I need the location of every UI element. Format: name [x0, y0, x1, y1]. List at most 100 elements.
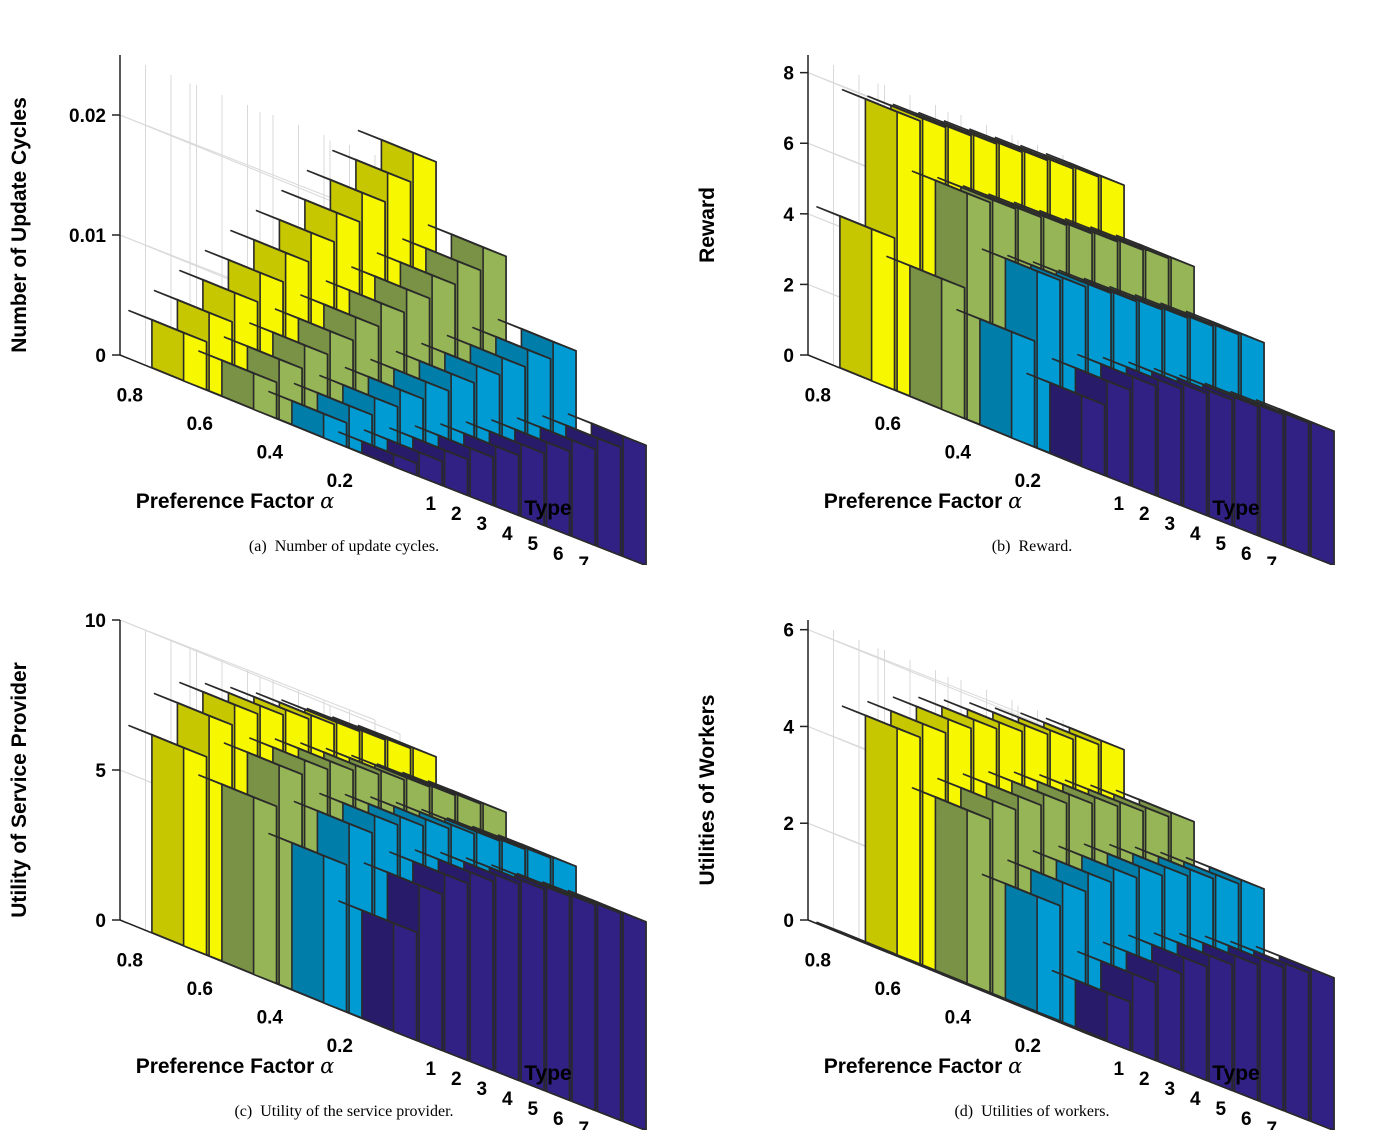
ztick-b-4: 8	[783, 64, 794, 85]
xtick-c-1: 1	[425, 1059, 436, 1080]
ztick-d-2: 4	[783, 717, 794, 738]
ylabel-symbol-b: α	[1008, 489, 1022, 513]
caption-b-text: Reward.	[1018, 538, 1073, 555]
bar-b-row-0.6-type-1	[886, 255, 966, 420]
xtick-a-7: 7	[578, 554, 589, 565]
xlabel-d: Type	[1212, 1062, 1259, 1085]
xtick-d-3: 3	[1164, 1079, 1175, 1100]
xtick-b-1: 1	[1113, 494, 1124, 515]
ytick-d-0.6: 0.6	[875, 979, 901, 1000]
bar-a-row-0.8-type-1	[128, 309, 208, 391]
caption-c: (c) Utility of the service provider.	[0, 1103, 688, 1121]
ztick-b-1: 2	[783, 275, 794, 296]
bar-c-row-0.2-type-1	[338, 900, 418, 1042]
ztick-c-2: 10	[85, 611, 106, 632]
xtick-a-3: 3	[476, 514, 487, 535]
ylabel-c: Preference Factor α	[136, 1054, 335, 1078]
ztick-d-3: 6	[783, 621, 794, 642]
ylabel-d: Preference Factor α	[824, 1054, 1023, 1078]
xtick-c-3: 3	[476, 1079, 487, 1100]
caption-c-tag: (c)	[234, 1103, 253, 1120]
xtick-b-4: 4	[1190, 524, 1201, 545]
xtick-d-5: 5	[1215, 1099, 1226, 1120]
chart-panel-b: 02468123456789100.80.60.40.2RewardTypePr…	[688, 0, 1376, 565]
bar-d-row-0.2-type-1	[1026, 1007, 1106, 1042]
xtick-b-6: 6	[1241, 544, 1252, 565]
xtick-c-7: 7	[578, 1119, 589, 1130]
xtick-b-2: 2	[1139, 504, 1150, 525]
ytick-a-0.2: 0.2	[327, 471, 353, 492]
ytick-b-0.2: 0.2	[1015, 471, 1041, 492]
ytick-a-0.8: 0.8	[117, 385, 143, 406]
bars-c	[128, 681, 647, 1130]
bar-c-row-0.6-type-1	[198, 774, 278, 985]
ylabel-symbol-a: α	[320, 489, 334, 513]
xtick-a-1: 1	[425, 494, 436, 515]
ytick-a-0.6: 0.6	[187, 414, 213, 435]
zlabel-b: Reward	[696, 187, 719, 263]
ytick-d-0.4: 0.4	[945, 1007, 972, 1028]
ylabel-text-d: Preference Factor	[824, 1055, 1008, 1078]
caption-d-tag: (d)	[954, 1103, 974, 1120]
caption-d: (d) Utilities of workers.	[688, 1103, 1376, 1121]
bar-a-row-0.6-type-1	[198, 350, 278, 420]
bars-d	[816, 696, 1335, 1130]
ytick-a-0.4: 0.4	[257, 442, 284, 463]
xlabel-a: Type	[524, 497, 571, 520]
ytick-b-0.8: 0.8	[805, 385, 831, 406]
ylabel-symbol-d: α	[1008, 1054, 1022, 1078]
xtick-c-2: 2	[451, 1069, 462, 1090]
bar-b-row-0.4-type-1	[956, 308, 1036, 448]
ztick-d-1: 2	[783, 814, 794, 835]
xtick-d-2: 2	[1139, 1069, 1150, 1090]
zlabel-c: Utility of Service Provider	[8, 662, 31, 918]
ylabel-a: Preference Factor α	[136, 489, 335, 513]
ytick-d-0.2: 0.2	[1015, 1036, 1041, 1057]
xtick-b-7: 7	[1266, 554, 1277, 565]
xtick-a-6: 6	[553, 544, 564, 565]
xtick-d-1: 1	[1113, 1059, 1124, 1080]
xtick-d-7: 7	[1266, 1119, 1277, 1130]
ztick-c-0: 0	[95, 911, 106, 932]
xtick-a-5: 5	[527, 534, 538, 555]
xtick-c-4: 4	[502, 1089, 513, 1110]
ytick-c-0.6: 0.6	[187, 979, 213, 1000]
zlabel-a: Number of Update Cycles	[8, 97, 31, 353]
bars-b	[816, 89, 1335, 565]
bar-c-row-0.8-type-1	[128, 724, 208, 956]
ytick-c-0.4: 0.4	[257, 1007, 284, 1028]
ztick-b-3: 6	[783, 134, 794, 155]
ztick-a-2: 0.02	[69, 106, 106, 127]
caption-a: (a) Number of update cycles.	[0, 538, 688, 556]
ztick-b-2: 4	[783, 205, 794, 226]
xtick-b-8: 8	[1292, 564, 1303, 565]
xtick-b-5: 5	[1215, 534, 1226, 555]
bars-a	[128, 129, 647, 565]
ytick-c-0.2: 0.2	[327, 1036, 353, 1057]
ztick-c-1: 5	[95, 761, 106, 782]
bar-b-row-0.8-type-1	[816, 206, 896, 391]
xtick-a-4: 4	[502, 524, 513, 545]
ylabel-b: Preference Factor α	[824, 489, 1023, 513]
xtick-a-2: 2	[451, 504, 462, 525]
xtick-b-3: 3	[1164, 514, 1175, 535]
ytick-c-0.8: 0.8	[117, 950, 143, 971]
caption-d-text: Utilities of workers.	[981, 1103, 1110, 1120]
caption-c-text: Utility of the service provider.	[260, 1103, 454, 1120]
xtick-d-4: 4	[1190, 1089, 1201, 1110]
xlabel-c: Type	[524, 1062, 571, 1085]
caption-a-tag: (a)	[248, 538, 267, 555]
caption-b: (b) Reward.	[688, 538, 1376, 556]
bar-b-row-0.2-type-1	[1026, 372, 1106, 477]
bar-c-row-0.4-type-1	[268, 832, 348, 1013]
ytick-d-0.8: 0.8	[805, 950, 831, 971]
bar-d-row-0.8-type-2	[841, 705, 921, 966]
chart-b-svg: 02468123456789100.80.60.40.2RewardTypePr…	[696, 55, 1336, 565]
ztick-a-1: 0.01	[69, 226, 106, 247]
